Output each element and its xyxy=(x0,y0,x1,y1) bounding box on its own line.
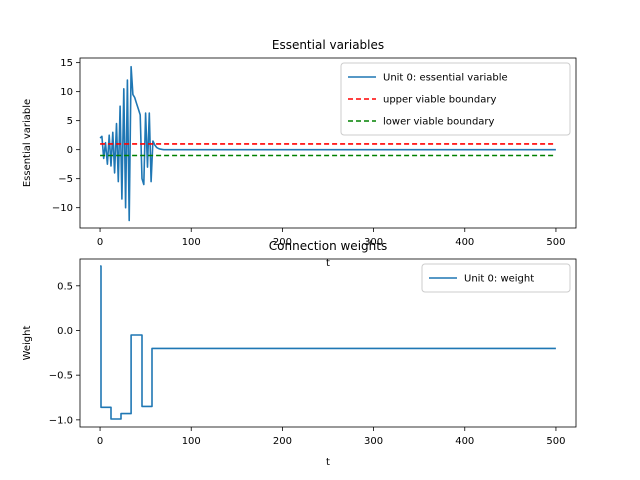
x-tick-label: 500 xyxy=(546,237,565,248)
x-tick-label: 500 xyxy=(546,436,565,447)
x-tick-label: 400 xyxy=(455,436,474,447)
y-tick-label: −5 xyxy=(58,174,73,185)
chart-essential-variables: Essential variables t Essential variable… xyxy=(22,38,577,269)
x-tick-label: 300 xyxy=(364,237,383,248)
y-tick-label: 5 xyxy=(67,116,73,127)
y-tick-label: 15 xyxy=(60,58,73,69)
x-axis-label: t xyxy=(326,457,330,468)
y-axis-label: Essential variable xyxy=(22,99,33,187)
series-layer xyxy=(100,265,556,420)
y-tick-label: −10 xyxy=(52,203,73,214)
x-tick-label: 100 xyxy=(182,237,201,248)
y-tick-label: 10 xyxy=(60,87,73,98)
x-axis-label: t xyxy=(326,258,330,269)
y-axis-label: Weight xyxy=(22,326,33,361)
chart-connection-weights: Connection weights t Weight 0 100 200 300 40… xyxy=(22,239,577,468)
chart-title: Connection weights xyxy=(269,239,387,253)
legend-entry: Unit 0: essential variable xyxy=(383,73,508,84)
legend-box xyxy=(340,62,571,136)
plot-frame xyxy=(79,258,577,428)
y-tick-label: −1.0 xyxy=(49,415,73,426)
x-tick-label: 200 xyxy=(273,436,292,447)
plot-frame xyxy=(79,57,577,229)
x-tick-label: 0 xyxy=(97,237,103,248)
y-tick-label: 0 xyxy=(67,145,73,156)
ticks-layer: 0 100 200 300 400 500 −10 −5 0 5 10 15 xyxy=(52,58,566,248)
x-tick-label: 300 xyxy=(364,436,383,447)
legend: Unit 0: essential variable upper viable b… xyxy=(340,62,571,136)
series-layer xyxy=(99,65,556,222)
ticks-layer: 0 100 200 300 400 500 −1.0 −0.5 0.0 0.5 xyxy=(49,281,566,447)
y-tick-label: −0.5 xyxy=(49,371,73,382)
x-tick-label: 200 xyxy=(273,237,292,248)
legend-entry: upper viable boundary xyxy=(383,95,496,106)
series-line-0 xyxy=(99,65,556,222)
y-tick-label: 0.0 xyxy=(57,326,73,337)
y-tick-label: 0.5 xyxy=(57,281,73,292)
x-tick-label: 0 xyxy=(97,436,103,447)
legend-box xyxy=(421,263,571,293)
x-tick-label: 400 xyxy=(455,237,474,248)
chart-title: Essential variables xyxy=(272,38,384,52)
legend-entry: lower viable boundary xyxy=(383,117,495,128)
series-line-0 xyxy=(100,265,556,420)
legend: Unit 0: weight xyxy=(421,263,571,293)
legend-entry: Unit 0: weight xyxy=(464,274,534,285)
x-tick-label: 100 xyxy=(182,436,201,447)
